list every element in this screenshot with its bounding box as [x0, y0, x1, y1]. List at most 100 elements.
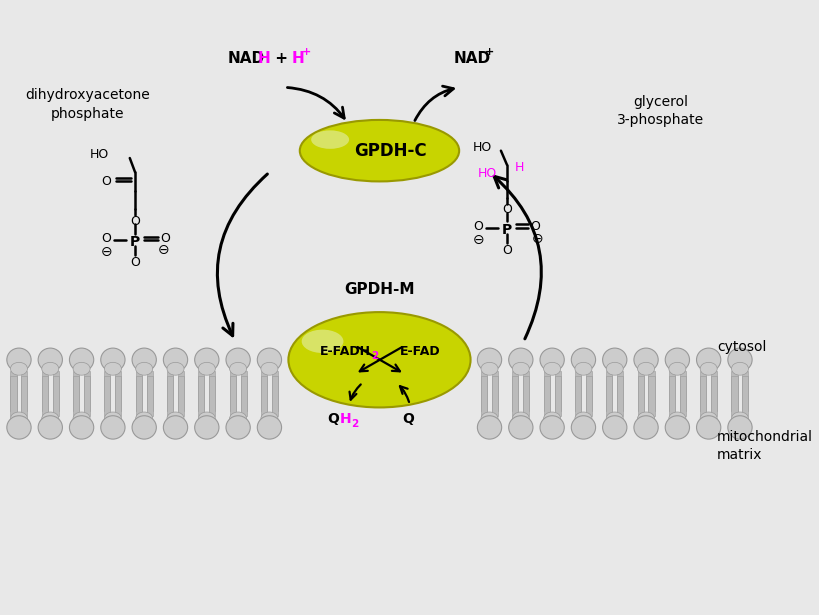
Ellipse shape: [163, 416, 188, 439]
Ellipse shape: [101, 416, 124, 439]
Ellipse shape: [543, 412, 560, 425]
Ellipse shape: [699, 412, 717, 425]
Bar: [605, 376, 612, 416]
Ellipse shape: [229, 362, 247, 375]
Bar: [585, 376, 591, 416]
Text: glycerol
3-phosphate: glycerol 3-phosphate: [616, 95, 703, 127]
Ellipse shape: [42, 362, 59, 375]
Ellipse shape: [132, 416, 156, 439]
Ellipse shape: [664, 348, 689, 371]
Text: O: O: [160, 232, 170, 245]
Ellipse shape: [70, 348, 93, 371]
Text: HO: HO: [477, 167, 496, 180]
Bar: [523, 371, 529, 411]
Ellipse shape: [70, 416, 93, 439]
Text: ⊖: ⊖: [472, 233, 483, 247]
Bar: [668, 376, 674, 416]
Bar: [481, 371, 486, 411]
Bar: [637, 371, 643, 411]
Bar: [679, 371, 685, 411]
Bar: [491, 371, 497, 411]
Text: E-FAD: E-FAD: [399, 345, 440, 359]
Bar: [21, 376, 28, 416]
Ellipse shape: [288, 312, 470, 408]
Ellipse shape: [668, 412, 685, 425]
Text: ⊖: ⊖: [100, 245, 112, 259]
Bar: [178, 376, 183, 416]
Bar: [260, 371, 267, 411]
Bar: [574, 376, 581, 416]
Ellipse shape: [571, 348, 595, 371]
Ellipse shape: [226, 348, 250, 371]
Bar: [198, 376, 204, 416]
Bar: [147, 376, 152, 416]
Text: NAD: NAD: [228, 51, 265, 66]
Ellipse shape: [198, 362, 215, 375]
Ellipse shape: [477, 416, 501, 439]
Ellipse shape: [508, 416, 532, 439]
Bar: [178, 371, 183, 411]
Ellipse shape: [699, 362, 717, 375]
Bar: [710, 371, 717, 411]
Bar: [209, 371, 215, 411]
Text: H: H: [291, 51, 304, 66]
Ellipse shape: [664, 416, 689, 439]
Ellipse shape: [73, 412, 90, 425]
Ellipse shape: [633, 348, 658, 371]
Bar: [147, 371, 152, 411]
Text: NAD: NAD: [453, 51, 491, 66]
Bar: [617, 371, 622, 411]
Text: +: +: [484, 47, 494, 57]
Bar: [741, 371, 748, 411]
Ellipse shape: [11, 412, 28, 425]
Text: P: P: [129, 235, 140, 249]
Bar: [481, 376, 486, 416]
Ellipse shape: [194, 348, 219, 371]
Bar: [574, 371, 581, 411]
Ellipse shape: [104, 412, 121, 425]
Bar: [42, 371, 48, 411]
Text: GPDH-C: GPDH-C: [354, 141, 427, 160]
Text: dihydroxyacetone
phosphate: dihydroxyacetone phosphate: [25, 89, 150, 121]
Text: 2: 2: [371, 351, 378, 361]
Bar: [104, 376, 111, 416]
Bar: [198, 371, 204, 411]
Bar: [11, 371, 16, 411]
Ellipse shape: [257, 348, 281, 371]
Bar: [135, 376, 142, 416]
Ellipse shape: [7, 348, 31, 371]
Ellipse shape: [695, 416, 720, 439]
Bar: [648, 371, 654, 411]
Ellipse shape: [194, 416, 219, 439]
Ellipse shape: [135, 412, 152, 425]
Bar: [731, 371, 736, 411]
Text: O: O: [101, 175, 111, 188]
Bar: [554, 371, 560, 411]
Ellipse shape: [602, 348, 627, 371]
Ellipse shape: [727, 348, 751, 371]
Bar: [585, 371, 591, 411]
Bar: [167, 371, 173, 411]
Ellipse shape: [477, 348, 501, 371]
Bar: [543, 371, 549, 411]
Ellipse shape: [104, 362, 121, 375]
Bar: [679, 376, 685, 416]
Ellipse shape: [543, 362, 560, 375]
Ellipse shape: [540, 416, 563, 439]
Bar: [741, 376, 748, 416]
Ellipse shape: [132, 348, 156, 371]
Bar: [523, 376, 529, 416]
Text: O: O: [102, 232, 111, 245]
Ellipse shape: [605, 362, 622, 375]
Bar: [731, 376, 736, 416]
Ellipse shape: [637, 412, 654, 425]
Bar: [637, 376, 643, 416]
Ellipse shape: [38, 416, 62, 439]
Text: P: P: [501, 223, 512, 237]
Ellipse shape: [310, 130, 349, 149]
Text: O: O: [501, 203, 511, 216]
Bar: [554, 376, 560, 416]
Ellipse shape: [167, 412, 183, 425]
Text: H: H: [514, 161, 523, 175]
Bar: [491, 376, 497, 416]
